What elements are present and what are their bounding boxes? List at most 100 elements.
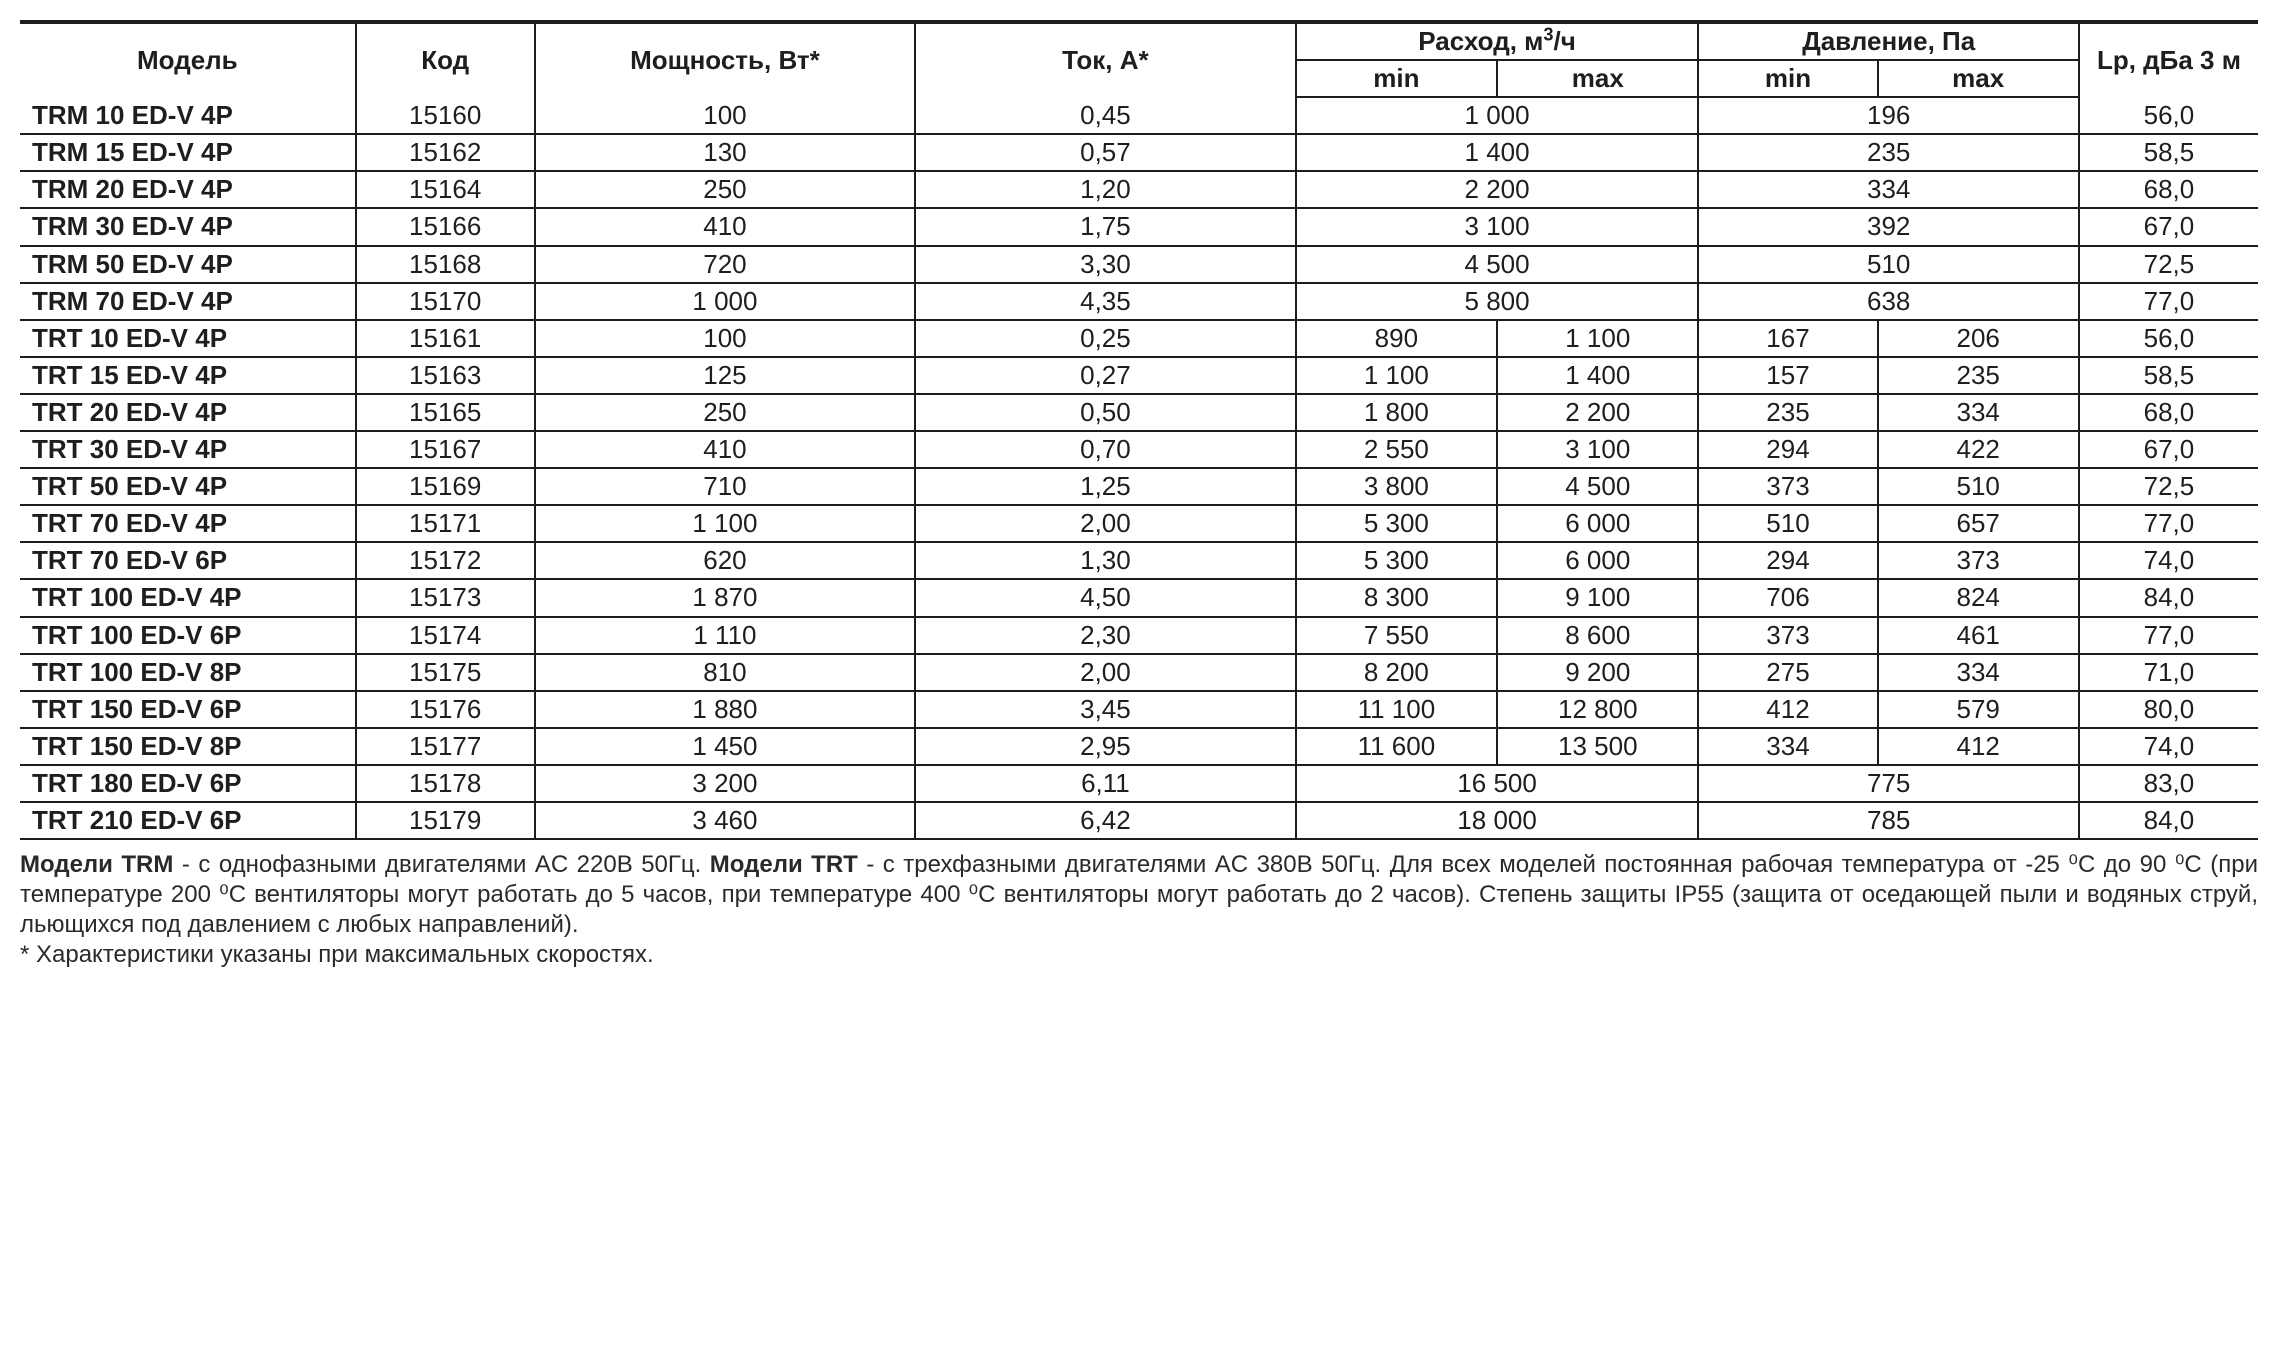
cell-power: 1 110: [535, 617, 915, 654]
cell-flow: 16 500: [1296, 765, 1699, 802]
cell-current: 0,45: [915, 97, 1295, 134]
col-lp: Lp, дБа 3 м: [2079, 22, 2258, 97]
cell-flow-max: 12 800: [1497, 691, 1698, 728]
cell-press-max: 206: [1878, 320, 2079, 357]
cell-press-min: 373: [1698, 468, 1877, 505]
table-row: TRM 10 ED-V 4P151601000,451 00019656,0: [20, 97, 2258, 134]
cell-pressure: 196: [1698, 97, 2078, 134]
cell-lp: 56,0: [2079, 320, 2258, 357]
cell-code: 15172: [356, 542, 535, 579]
cell-code: 15168: [356, 246, 535, 283]
col-press-max: max: [1878, 60, 2079, 97]
table-row: TRT 50 ED-V 4P151697101,253 8004 5003735…: [20, 468, 2258, 505]
cell-lp: 77,0: [2079, 617, 2258, 654]
cell-power: 250: [535, 394, 915, 431]
cell-pressure: 775: [1698, 765, 2078, 802]
cell-pressure: 392: [1698, 208, 2078, 245]
cell-lp: 74,0: [2079, 728, 2258, 765]
cell-power: 1 870: [535, 579, 915, 616]
table-row: TRT 100 ED-V 4P151731 8704,508 3009 1007…: [20, 579, 2258, 616]
col-pressure: Давление, Па: [1698, 22, 2078, 60]
cell-model: TRT 20 ED-V 4P: [20, 394, 356, 431]
cell-lp: 80,0: [2079, 691, 2258, 728]
cell-current: 6,42: [915, 802, 1295, 839]
cell-flow-max: 3 100: [1497, 431, 1698, 468]
cell-press-max: 334: [1878, 394, 2079, 431]
cell-lp: 58,5: [2079, 357, 2258, 394]
cell-flow-min: 11 600: [1296, 728, 1497, 765]
table-row: TRT 150 ED-V 6P151761 8803,4511 10012 80…: [20, 691, 2258, 728]
table-row: TRT 10 ED-V 4P151611000,258901 100167206…: [20, 320, 2258, 357]
cell-current: 2,95: [915, 728, 1295, 765]
cell-model: TRT 50 ED-V 4P: [20, 468, 356, 505]
cell-press-max: 657: [1878, 505, 2079, 542]
cell-flow-min: 7 550: [1296, 617, 1497, 654]
cell-code: 15177: [356, 728, 535, 765]
cell-press-min: 167: [1698, 320, 1877, 357]
cell-flow: 2 200: [1296, 171, 1699, 208]
cell-current: 3,45: [915, 691, 1295, 728]
cell-flow-max: 8 600: [1497, 617, 1698, 654]
cell-flow: 5 800: [1296, 283, 1699, 320]
cell-model: TRT 100 ED-V 4P: [20, 579, 356, 616]
cell-code: 15179: [356, 802, 535, 839]
cell-model: TRT 70 ED-V 6P: [20, 542, 356, 579]
cell-model: TRM 15 ED-V 4P: [20, 134, 356, 171]
cell-current: 0,27: [915, 357, 1295, 394]
cell-flow-min: 11 100: [1296, 691, 1497, 728]
cell-code: 15178: [356, 765, 535, 802]
header-row-1: Модель Код Мощность, Вт* Ток, А* Расход,…: [20, 22, 2258, 60]
cell-press-min: 157: [1698, 357, 1877, 394]
cell-model: TRM 30 ED-V 4P: [20, 208, 356, 245]
cell-flow-max: 6 000: [1497, 542, 1698, 579]
notes-footnote: * Характеристики указаны при максимальны…: [20, 941, 654, 968]
cell-flow-min: 890: [1296, 320, 1497, 357]
cell-code: 15162: [356, 134, 535, 171]
cell-power: 250: [535, 171, 915, 208]
cell-pressure: 638: [1698, 283, 2078, 320]
cell-model: TRM 50 ED-V 4P: [20, 246, 356, 283]
cell-press-max: 579: [1878, 691, 2079, 728]
cell-current: 4,35: [915, 283, 1295, 320]
table-row: TRM 50 ED-V 4P151687203,304 50051072,5: [20, 246, 2258, 283]
cell-press-max: 412: [1878, 728, 2079, 765]
cell-flow-max: 9 100: [1497, 579, 1698, 616]
cell-press-min: 275: [1698, 654, 1877, 691]
cell-flow: 1 000: [1296, 97, 1699, 134]
cell-code: 15170: [356, 283, 535, 320]
col-flow: Расход, м3/ч: [1296, 22, 1699, 60]
cell-lp: 83,0: [2079, 765, 2258, 802]
cell-press-max: 824: [1878, 579, 2079, 616]
cell-model: TRT 180 ED-V 6P: [20, 765, 356, 802]
cell-power: 720: [535, 246, 915, 283]
cell-power: 1 000: [535, 283, 915, 320]
cell-flow-min: 5 300: [1296, 505, 1497, 542]
cell-lp: 84,0: [2079, 579, 2258, 616]
cell-pressure: 235: [1698, 134, 2078, 171]
cell-press-max: 373: [1878, 542, 2079, 579]
cell-press-min: 294: [1698, 431, 1877, 468]
col-press-min: min: [1698, 60, 1877, 97]
cell-lp: 56,0: [2079, 97, 2258, 134]
col-flow-max: max: [1497, 60, 1698, 97]
cell-lp: 74,0: [2079, 542, 2258, 579]
cell-power: 3 460: [535, 802, 915, 839]
cell-model: TRT 150 ED-V 6P: [20, 691, 356, 728]
cell-current: 0,25: [915, 320, 1295, 357]
cell-flow: 3 100: [1296, 208, 1699, 245]
cell-pressure: 334: [1698, 171, 2078, 208]
cell-model: TRT 100 ED-V 8P: [20, 654, 356, 691]
cell-lp: 71,0: [2079, 654, 2258, 691]
cell-press-min: 412: [1698, 691, 1877, 728]
cell-current: 6,11: [915, 765, 1295, 802]
cell-power: 710: [535, 468, 915, 505]
cell-code: 15169: [356, 468, 535, 505]
cell-current: 4,50: [915, 579, 1295, 616]
cell-press-min: 334: [1698, 728, 1877, 765]
cell-flow-max: 4 500: [1497, 468, 1698, 505]
notes-block: Модели TRM - с однофазными двигателями A…: [20, 850, 2258, 970]
cell-current: 3,30: [915, 246, 1295, 283]
cell-power: 410: [535, 431, 915, 468]
cell-flow-max: 13 500: [1497, 728, 1698, 765]
cell-power: 130: [535, 134, 915, 171]
